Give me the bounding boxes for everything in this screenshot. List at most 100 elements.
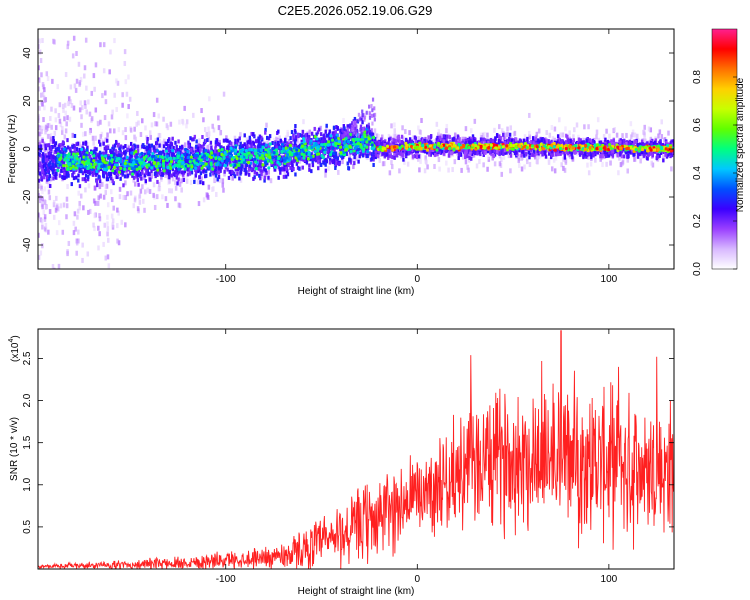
spectrogram-cell: [117, 127, 121, 133]
spectrogram-cell: [46, 163, 49, 168]
spectrogram-cell: [610, 141, 613, 146]
spectrogram-cell: [419, 135, 423, 141]
spectrogram-cell: [267, 163, 271, 169]
spectrogram-cell: [66, 172, 70, 177]
spectrogram-cell: [66, 40, 70, 46]
spectrogram-cell: [98, 231, 101, 237]
spectrogram-cell: [60, 129, 64, 135]
spectrogram-cell: [248, 164, 252, 169]
spectrogram-cell: [595, 129, 599, 135]
spectrogram-cell: [335, 125, 338, 130]
spectrogram-cell: [424, 155, 427, 161]
spectrogram-cell: [167, 169, 170, 174]
spectrogram-cell: [306, 138, 309, 143]
spectrogram-cell: [47, 229, 50, 235]
spectrogram-cell: [150, 169, 153, 174]
spectrogram-cell: [207, 144, 211, 150]
spectrogram-cell: [290, 130, 294, 135]
spectrogram-cell: [93, 213, 96, 219]
spectrogram-cell: [547, 141, 550, 146]
spectrogram-cell: [498, 124, 501, 130]
spectrogram-cell: [185, 119, 189, 125]
spectrogram-cell: [44, 143, 47, 148]
spectrogram-cell: [468, 155, 471, 160]
spectrogram-cell: [99, 167, 103, 172]
spectrogram-cell: [143, 207, 146, 213]
spectrogram-cell: [466, 151, 469, 156]
spectrogram-cell: [536, 155, 539, 161]
spectrogram-cell: [94, 135, 97, 141]
spectrogram-cell: [188, 142, 192, 147]
spectrogram-cell: [375, 133, 379, 139]
spectrogram-cell: [111, 280, 114, 285]
spectrogram-cell: [218, 166, 222, 171]
spectrogram-cell: [341, 128, 344, 133]
spectrogram-cell: [162, 144, 166, 149]
spectrogram-cell: [448, 139, 452, 144]
spectrogram-cell: [99, 144, 103, 150]
spectrogram-cell: [83, 169, 87, 174]
spectrogram-cell: [38, 190, 40, 196]
spectrogram-cell: [142, 198, 145, 204]
spectrogram-cell: [123, 15, 126, 20]
spectrogram-cell: [133, 181, 137, 187]
spectrogram-cell: [445, 160, 448, 166]
spectrogram-cell: [121, 130, 125, 136]
spectrogram-cell: [118, 194, 122, 200]
spectrogram-cell: [38, 165, 40, 170]
spectrogram-cell: [277, 129, 280, 134]
spectrogram-cell: [134, 144, 137, 149]
spectrogram-cell: [461, 154, 465, 160]
spectrogram-cell: [506, 126, 509, 132]
spectrogram-cell: [670, 166, 673, 172]
spectrogram-cell: [542, 138, 546, 143]
spectrogram-cell: [257, 166, 260, 171]
spectrogram-cell: [303, 157, 307, 162]
spectrogram-cell: [467, 167, 470, 173]
spectrogram-cell: [579, 138, 582, 143]
spectrogram-cell: [221, 178, 225, 184]
spectrogram-cell: [161, 140, 164, 146]
spectrogram-cell: [517, 162, 521, 168]
spectrogram-cell: [558, 117, 561, 123]
spectrogram-cell: [91, 151, 95, 156]
spectrogram-cell: [348, 154, 351, 160]
spectrogram-cell: [116, 238, 119, 244]
spectrogram-cell: [124, 135, 128, 141]
spectrogram-cell: [376, 154, 380, 159]
spectrogram-cell: [177, 174, 181, 180]
spectrogram-cell: [152, 112, 156, 118]
spectrogram-cell: [300, 133, 304, 138]
spectrogram-cell: [400, 139, 404, 144]
spectrogram-cell: [587, 152, 591, 157]
spectrogram-cell: [132, 177, 135, 183]
spectrogram-cell: [49, 116, 52, 122]
spectrogram-cell: [106, 254, 110, 260]
spectrogram-cell: [146, 188, 149, 194]
spectrogram-cell: [377, 134, 381, 140]
spectrogram-cell: [75, 147, 79, 152]
spectrogram-cell: [272, 158, 276, 163]
spectrogram-cell: [335, 161, 338, 166]
spectrogram-cell: [248, 135, 252, 140]
spectrogram-cell: [136, 178, 140, 183]
spectrogram-cell: [430, 140, 433, 145]
spectrogram-cell: [469, 149, 472, 154]
spectrogram-cell: [275, 158, 278, 163]
spectrogram-cell: [296, 165, 300, 170]
spectrogram-cell: [361, 153, 365, 158]
spectrogram-cell: [396, 135, 400, 140]
spectrogram-cell: [564, 157, 568, 163]
spectrogram-cell: [445, 149, 448, 154]
spectrogram-cell: [218, 139, 221, 145]
spectrogram-cell: [483, 138, 487, 143]
spectrogram-cell: [174, 165, 178, 170]
spectrogram-cell: [395, 139, 398, 144]
spectrogram-cell: [115, 107, 118, 113]
spectrogram-cell: [92, 140, 95, 146]
spectrogram-cell: [192, 137, 195, 142]
spectrogram-cell: [199, 144, 203, 149]
spectrogram-cell: [649, 127, 653, 133]
spectrogram-cell: [253, 145, 257, 150]
spectrogram-cell: [604, 154, 608, 159]
